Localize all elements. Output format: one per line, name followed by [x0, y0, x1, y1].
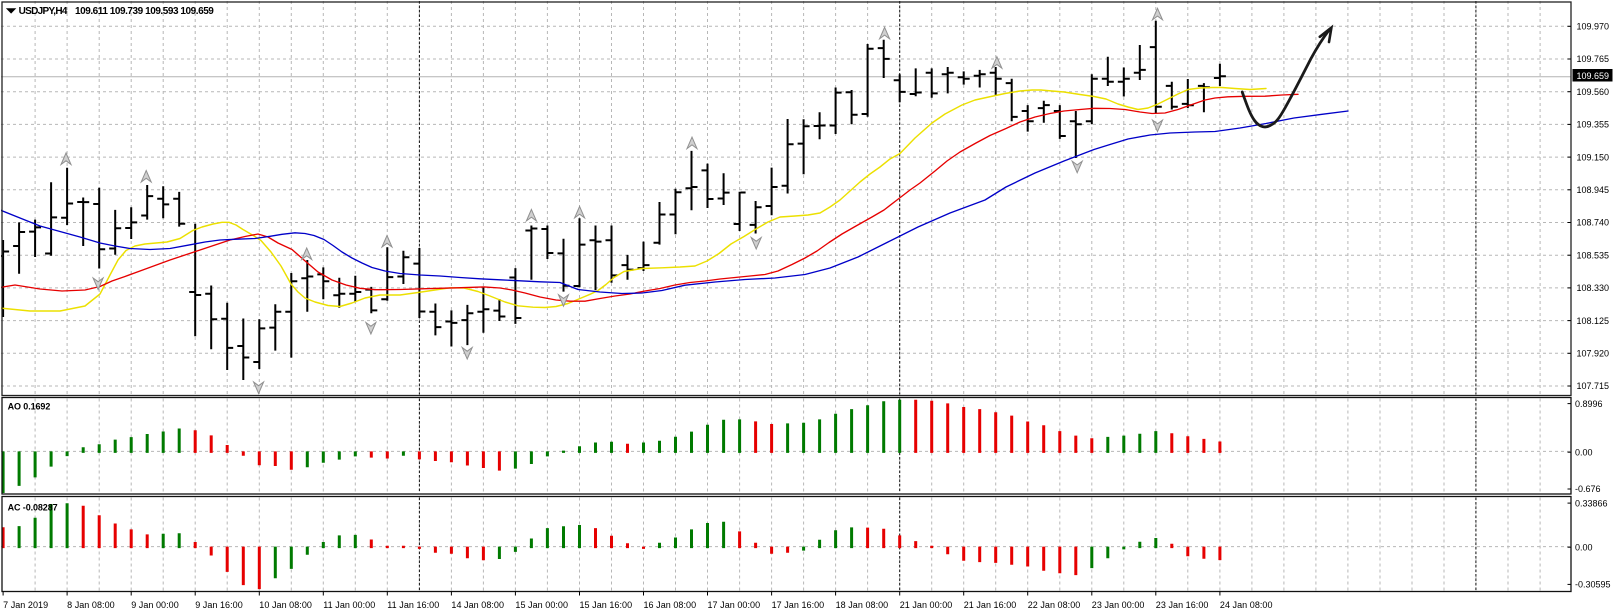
svg-text:23 Jan 00:00: 23 Jan 00:00 [1092, 600, 1145, 610]
svg-text:108.740: 108.740 [1577, 218, 1610, 228]
svg-text:109.560: 109.560 [1577, 87, 1610, 97]
svg-text:8 Jan 08:00: 8 Jan 08:00 [67, 600, 115, 610]
svg-text:-0.676: -0.676 [1575, 484, 1601, 494]
svg-text:USDJPY,H4: USDJPY,H4 [19, 6, 68, 17]
svg-text:AC -0.08287: AC -0.08287 [8, 503, 58, 513]
svg-text:18 Jan 08:00: 18 Jan 08:00 [836, 600, 889, 610]
svg-text:7 Jan 2019: 7 Jan 2019 [3, 600, 48, 610]
svg-text:17 Jan 00:00: 17 Jan 00:00 [708, 600, 761, 610]
svg-text:22 Jan 08:00: 22 Jan 08:00 [1028, 600, 1081, 610]
svg-text:9 Jan 00:00: 9 Jan 00:00 [131, 600, 179, 610]
svg-text:10 Jan 08:00: 10 Jan 08:00 [259, 600, 312, 610]
svg-text:109.355: 109.355 [1577, 120, 1610, 130]
svg-text:AO 0.1692: AO 0.1692 [8, 402, 51, 412]
svg-text:15 Jan 16:00: 15 Jan 16:00 [580, 600, 633, 610]
svg-text:16 Jan 08:00: 16 Jan 08:00 [644, 600, 697, 610]
svg-text:0.00: 0.00 [1575, 542, 1593, 552]
svg-text:109.765: 109.765 [1577, 54, 1610, 64]
svg-text:107.715: 107.715 [1577, 381, 1610, 391]
svg-text:108.945: 108.945 [1577, 185, 1610, 195]
svg-text:0.8996: 0.8996 [1575, 399, 1603, 409]
svg-text:15 Jan 00:00: 15 Jan 00:00 [515, 600, 568, 610]
svg-text:109.150: 109.150 [1577, 152, 1610, 162]
svg-text:109.611 109.739 109.593 109.65: 109.611 109.739 109.593 109.659 [75, 6, 214, 17]
svg-text:24 Jan 08:00: 24 Jan 08:00 [1220, 600, 1273, 610]
svg-text:21 Jan 16:00: 21 Jan 16:00 [964, 600, 1017, 610]
svg-text:11 Jan 00:00: 11 Jan 00:00 [323, 600, 375, 610]
svg-text:17 Jan 16:00: 17 Jan 16:00 [772, 600, 825, 610]
svg-text:9 Jan 16:00: 9 Jan 16:00 [195, 600, 243, 610]
svg-text:107.920: 107.920 [1577, 349, 1610, 359]
svg-text:14 Jan 08:00: 14 Jan 08:00 [451, 600, 504, 610]
svg-text:21 Jan 00:00: 21 Jan 00:00 [900, 600, 953, 610]
svg-text:0.33866: 0.33866 [1575, 498, 1608, 508]
svg-text:23 Jan 16:00: 23 Jan 16:00 [1156, 600, 1209, 610]
svg-text:108.535: 108.535 [1577, 250, 1610, 260]
svg-text:-0.30595: -0.30595 [1575, 580, 1611, 590]
svg-text:108.125: 108.125 [1577, 316, 1610, 326]
svg-text:11 Jan 16:00: 11 Jan 16:00 [387, 600, 439, 610]
svg-text:109.659: 109.659 [1577, 71, 1610, 81]
svg-text:109.970: 109.970 [1577, 22, 1610, 32]
svg-text:108.330: 108.330 [1577, 283, 1610, 293]
svg-text:0.00: 0.00 [1575, 447, 1593, 457]
